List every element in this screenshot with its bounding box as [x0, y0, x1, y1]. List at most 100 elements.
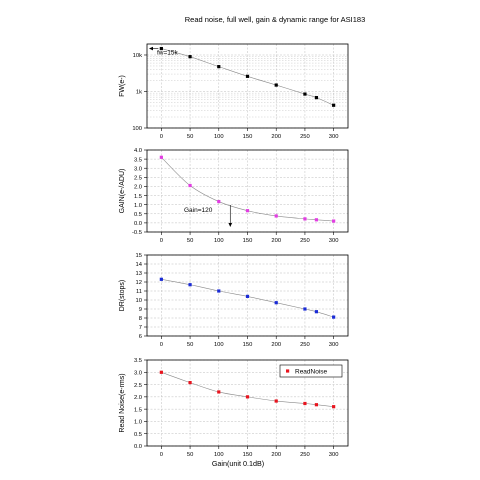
- y-tick-label: 1.5: [134, 194, 142, 200]
- legend-box: [279, 364, 343, 378]
- data-point: [303, 401, 307, 406]
- x-tick-label: 100: [214, 342, 224, 348]
- x-tick-label: 150: [243, 238, 253, 244]
- legend-marker: [286, 369, 290, 373]
- x-tick-label: 50: [187, 342, 193, 348]
- data-point: [245, 209, 250, 213]
- data-point: [332, 405, 336, 409]
- y-tick-label: 14: [136, 262, 143, 268]
- y-tick-label: 2.5: [134, 176, 142, 182]
- panel-4: 0.0 0.5 1.0 1.5 2.0 2.5 3.0 3.5 0 50 100 150 200 250 3…: [119, 358, 349, 458]
- y-tick-label: 3.5: [134, 358, 142, 364]
- x-tick-label: 150: [243, 342, 253, 348]
- data-point: [159, 370, 163, 374]
- y-tick-label: 2.0: [134, 395, 142, 401]
- y-tick-label: 0.0: [134, 221, 142, 227]
- data-point: [245, 74, 250, 78]
- y-tick-label: 1.0: [134, 203, 142, 209]
- x-tick-label: 150: [243, 452, 253, 458]
- data-point: [274, 301, 278, 305]
- y-tick-label: 2.5: [134, 383, 142, 389]
- annotation-text: Gain=120: [184, 207, 213, 214]
- data-point: [274, 214, 278, 218]
- y-tick-label: 10k: [133, 53, 142, 59]
- data-point: [217, 199, 221, 204]
- data-point: [314, 310, 319, 314]
- data-point: [303, 92, 307, 96]
- data-point: [314, 96, 319, 100]
- annotation-arrowhead: [149, 46, 153, 51]
- y-tick-label: 15: [136, 253, 142, 259]
- x-tick-label: 250: [300, 452, 310, 458]
- data-point: [303, 307, 307, 311]
- y-tick-label: 6: [139, 334, 142, 340]
- y-tick-label: 10: [136, 298, 142, 304]
- y-tick-label: 11: [136, 289, 142, 295]
- y-tick-label: 13: [136, 271, 142, 277]
- x-tick-label: 0: [160, 342, 163, 348]
- data-point: [188, 381, 192, 385]
- data-point: [274, 399, 278, 403]
- x-tick-label: 100: [214, 238, 224, 244]
- panel-1: 100 1k 10k 0 50 100 150 200 250 300 FW(e-) fw=15k: [119, 43, 349, 140]
- annotation-text: fw=15k: [157, 50, 179, 57]
- y-tick-label: 7: [139, 325, 142, 331]
- data-point: [274, 83, 278, 87]
- legend-label: ReadNoise: [295, 369, 328, 376]
- x-tick-label: 250: [300, 342, 310, 348]
- x-tick-label: 300: [329, 452, 339, 458]
- y-tick-label: 1k: [136, 90, 142, 96]
- data-point: [245, 395, 250, 399]
- y-tick-label: 0.0: [134, 444, 142, 450]
- data-point: [314, 403, 319, 407]
- y-tick-label: 1.0: [134, 420, 142, 426]
- y-axis-label: Read Noise(e-rms): [119, 373, 126, 432]
- x-tick-label: 200: [271, 238, 281, 244]
- x-tick-label: 200: [271, 134, 281, 140]
- figure-title: Read noise, full well, gain & dynamic ra…: [185, 15, 366, 24]
- y-tick-label: 2.0: [134, 185, 142, 191]
- y-tick-label: 8: [139, 316, 142, 322]
- data-point: [159, 46, 163, 51]
- annotation-arrowhead: [228, 223, 233, 227]
- x-tick-label: 250: [300, 134, 310, 140]
- data-point: [314, 218, 319, 222]
- y-tick-label: 100: [132, 126, 142, 132]
- y-tick-label: 4.0: [134, 148, 142, 154]
- x-tick-label: 250: [300, 238, 310, 244]
- y-axis-label: DR(stops): [119, 280, 126, 312]
- y-tick-label: 0.5: [134, 212, 142, 218]
- x-tick-label: 100: [214, 452, 224, 458]
- y-axis-label: GAIN(e-/ADU): [119, 169, 126, 214]
- x-tick-label: 0: [160, 452, 163, 458]
- y-tick-label: 9: [139, 307, 142, 313]
- y-tick-label: 1.5: [134, 407, 142, 413]
- x-tick-label: 200: [271, 342, 281, 348]
- x-tick-label: 0: [160, 134, 163, 140]
- data-point: [188, 283, 192, 287]
- y-tick-label: 3.0: [134, 370, 142, 376]
- data-point: [303, 217, 307, 221]
- x-tick-label: 300: [329, 134, 339, 140]
- y-tick-label: -0.5: [132, 230, 142, 236]
- data-point: [332, 103, 336, 107]
- x-tick-label: 300: [329, 238, 339, 244]
- data-point: [332, 219, 336, 223]
- panel-2: -0.5 0.0 0.5 1.0 1.5 2.0 2.5 3.0 3.5 4.0 0 50 100 150…: [119, 148, 349, 244]
- x-axis-label: Gain(unit 0.1dB): [212, 459, 264, 468]
- x-tick-label: 200: [271, 452, 281, 458]
- x-tick-label: 50: [187, 134, 193, 140]
- data-point: [245, 294, 250, 298]
- x-tick-label: 50: [187, 238, 193, 244]
- data-point: [332, 315, 336, 319]
- x-tick-label: 300: [329, 342, 339, 348]
- x-tick-label: 50: [187, 452, 193, 458]
- x-tick-label: 150: [243, 134, 253, 140]
- y-tick-label: 3.0: [134, 166, 142, 172]
- y-tick-label: 12: [136, 280, 142, 286]
- legend: ReadNoise: [279, 364, 343, 378]
- x-tick-label: 100: [214, 134, 224, 140]
- y-tick-label: 0.5: [134, 432, 142, 438]
